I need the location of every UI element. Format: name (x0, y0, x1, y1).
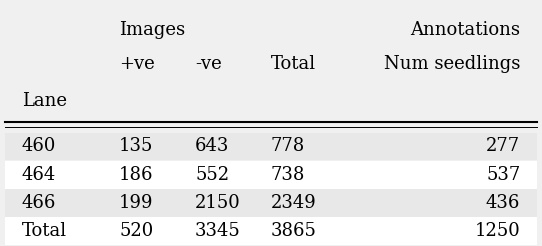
FancyBboxPatch shape (5, 133, 537, 160)
Text: 643: 643 (195, 137, 229, 155)
Text: -ve: -ve (195, 55, 222, 73)
Text: 1250: 1250 (475, 222, 520, 240)
Text: 135: 135 (119, 137, 153, 155)
Text: 537: 537 (486, 166, 520, 184)
Text: +ve: +ve (119, 55, 155, 73)
Text: Images: Images (119, 20, 185, 39)
Text: 3865: 3865 (271, 222, 317, 240)
Text: Total: Total (271, 55, 316, 73)
Text: 552: 552 (195, 166, 229, 184)
FancyBboxPatch shape (5, 189, 537, 217)
Text: 3345: 3345 (195, 222, 241, 240)
Text: Annotations: Annotations (410, 20, 520, 39)
Text: 466: 466 (22, 194, 56, 212)
Text: Lane: Lane (22, 92, 67, 110)
Text: 186: 186 (119, 166, 154, 184)
Text: 2349: 2349 (271, 194, 317, 212)
Text: 2150: 2150 (195, 194, 241, 212)
Text: 277: 277 (486, 137, 520, 155)
Text: 778: 778 (271, 137, 305, 155)
Text: 460: 460 (22, 137, 56, 155)
Text: Total: Total (22, 222, 67, 240)
Text: 436: 436 (486, 194, 520, 212)
Text: 199: 199 (119, 194, 154, 212)
FancyBboxPatch shape (5, 161, 537, 188)
Text: 520: 520 (119, 222, 153, 240)
FancyBboxPatch shape (5, 217, 537, 245)
Text: 738: 738 (271, 166, 305, 184)
Text: Num seedlings: Num seedlings (384, 55, 520, 73)
Text: 464: 464 (22, 166, 56, 184)
